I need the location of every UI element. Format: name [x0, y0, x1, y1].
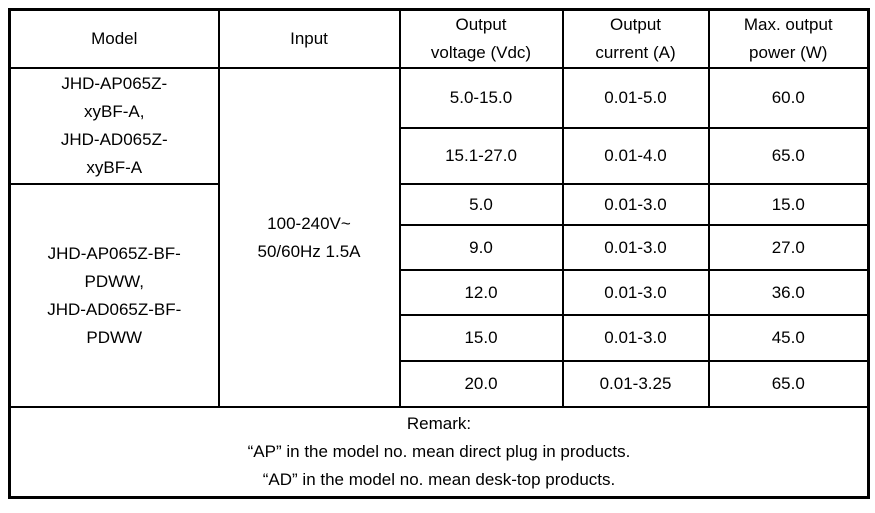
power-cell: 65.0 — [707, 127, 870, 185]
power-spec-table: Model Input Output voltage (Vdc) Output … — [8, 8, 870, 499]
header-input: Input — [217, 8, 401, 69]
current-cell: 0.01-4.0 — [561, 127, 710, 185]
power-cell: 36.0 — [707, 269, 870, 316]
header-output-voltage: Output voltage (Vdc) — [398, 8, 564, 69]
current-cell: 0.01-3.0 — [561, 314, 710, 362]
voltage-cell: 20.0 — [398, 360, 564, 408]
current-cell: 0.01-3.25 — [561, 360, 710, 408]
voltage-cell: 15.0 — [398, 314, 564, 362]
header-max-output-power: Max. output power (W) — [707, 8, 870, 69]
header-row: Model Input Output voltage (Vdc) Output … — [8, 8, 870, 69]
table-row: JHD-AP065Z-BF- PDWW, JHD-AD065Z-BF- PDWW… — [8, 183, 870, 408]
remark-cell: Remark: “AP” in the model no. mean direc… — [8, 406, 870, 499]
input-cell: 100-240V~ 50/60Hz 1.5A — [217, 67, 401, 408]
power-cell: 45.0 — [707, 314, 870, 362]
table-row: 20.0 0.01-3.25 65.0 — [10, 360, 870, 408]
voltage-cell: 12.0 — [398, 269, 564, 316]
power-cell: 15.0 — [707, 183, 870, 226]
table-row: 12.0 0.01-3.0 36.0 — [10, 269, 870, 316]
remark-row: Remark: “AP” in the model no. mean direc… — [8, 406, 870, 499]
model-cell-group1: JHD-AP065Z- xyBF-A, JHD-AD065Z- xyBF-A — [8, 67, 220, 185]
power-cell: 60.0 — [707, 67, 870, 129]
table-row: JHD-AP065Z- xyBF-A, JHD-AD065Z- xyBF-A 1… — [8, 67, 870, 408]
current-cell: 0.01-3.0 — [561, 183, 710, 226]
voltage-cell: 15.1-27.0 — [398, 127, 564, 185]
power-cell: 27.0 — [707, 224, 870, 271]
current-cell: 0.01-3.0 — [561, 269, 710, 316]
power-cell: 65.0 — [707, 360, 870, 408]
header-model: Model — [8, 8, 220, 69]
table-row: 9.0 0.01-3.0 27.0 — [10, 224, 870, 271]
voltage-cell: 5.0 — [398, 183, 564, 226]
current-cell: 0.01-5.0 — [561, 67, 710, 129]
voltage-cell: 5.0-15.0 — [398, 67, 564, 129]
voltage-cell: 9.0 — [398, 224, 564, 271]
table-row: 15.0 0.01-3.0 45.0 — [10, 314, 870, 362]
model-cell-group2: JHD-AP065Z-BF- PDWW, JHD-AD065Z-BF- PDWW — [8, 183, 220, 408]
current-cell: 0.01-3.0 — [561, 224, 710, 271]
header-output-current: Output current (A) — [561, 8, 710, 69]
table-row: 15.1-27.0 0.01-4.0 65.0 — [10, 127, 870, 185]
